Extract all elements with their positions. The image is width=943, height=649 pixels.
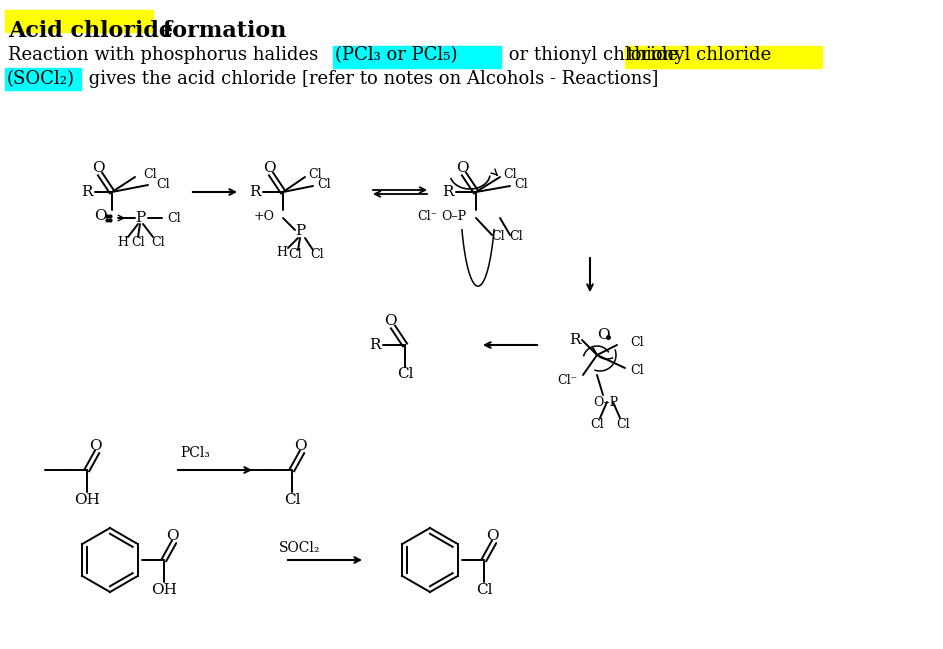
Text: R: R [570,333,581,347]
Text: Cl: Cl [630,363,644,376]
Text: formation: formation [155,20,287,42]
Text: Cl: Cl [590,417,604,430]
Text: O: O [597,328,609,342]
Text: R: R [442,185,454,199]
Text: Cl: Cl [317,178,331,191]
Text: Cl: Cl [308,167,322,180]
Text: P: P [295,224,306,238]
Text: Cl: Cl [476,583,492,597]
Text: Cl: Cl [397,367,413,381]
Text: Cl⁻: Cl⁻ [556,374,577,387]
Text: +O: +O [254,210,275,223]
Text: Cl: Cl [143,167,157,180]
Text: Cl: Cl [514,178,528,191]
Text: O: O [486,529,498,543]
Text: Cl: Cl [131,236,145,249]
Text: (PCl₃ or PCl₅): (PCl₃ or PCl₅) [335,46,457,64]
Text: O: O [94,209,107,223]
Text: O–P: O–P [593,397,618,410]
Text: gives the acid chloride [refer to notes on Alcohols - Reactions]: gives the acid chloride [refer to notes … [83,70,658,88]
Text: Cl: Cl [616,417,630,430]
Text: Cl: Cl [151,236,165,249]
Text: OH: OH [74,493,100,507]
Text: Cl: Cl [289,249,302,262]
Text: Cl: Cl [630,336,644,350]
Text: O: O [455,161,469,175]
Text: SOCl₂: SOCl₂ [279,541,321,555]
Bar [625,46,822,68]
Text: R: R [370,338,381,352]
Text: O: O [166,529,178,543]
Text: OH: OH [151,583,177,597]
Text: Cl: Cl [156,177,170,191]
Text: Acid chloride: Acid chloride [8,20,173,42]
Text: H: H [118,236,128,249]
Text: thionyl chloride: thionyl chloride [627,46,771,64]
Text: R: R [249,185,261,199]
Text: (SOCl₂): (SOCl₂) [7,70,75,88]
Text: R: R [81,185,92,199]
Text: Cl: Cl [310,249,323,262]
Text: P: P [135,211,145,225]
Text: O–P: O–P [441,210,466,223]
Bar [5,10,153,32]
Text: Cl: Cl [167,212,181,225]
Text: Cl: Cl [491,230,505,243]
Bar [333,46,501,68]
Text: O: O [91,161,105,175]
Text: Cl: Cl [284,493,300,507]
Text: H: H [276,247,288,260]
Text: O: O [263,161,275,175]
Text: or thionyl chloride: or thionyl chloride [503,46,678,64]
Text: Cl: Cl [509,230,522,243]
Text: PCl₃: PCl₃ [180,446,210,460]
Text: Reaction with phosphorus halides: Reaction with phosphorus halides [8,46,324,64]
Bar [5,68,81,90]
Text: O: O [89,439,101,453]
Text: O: O [384,314,396,328]
Text: Cl: Cl [503,167,517,180]
Text: Cl⁻: Cl⁻ [418,210,438,223]
Text: O: O [293,439,306,453]
